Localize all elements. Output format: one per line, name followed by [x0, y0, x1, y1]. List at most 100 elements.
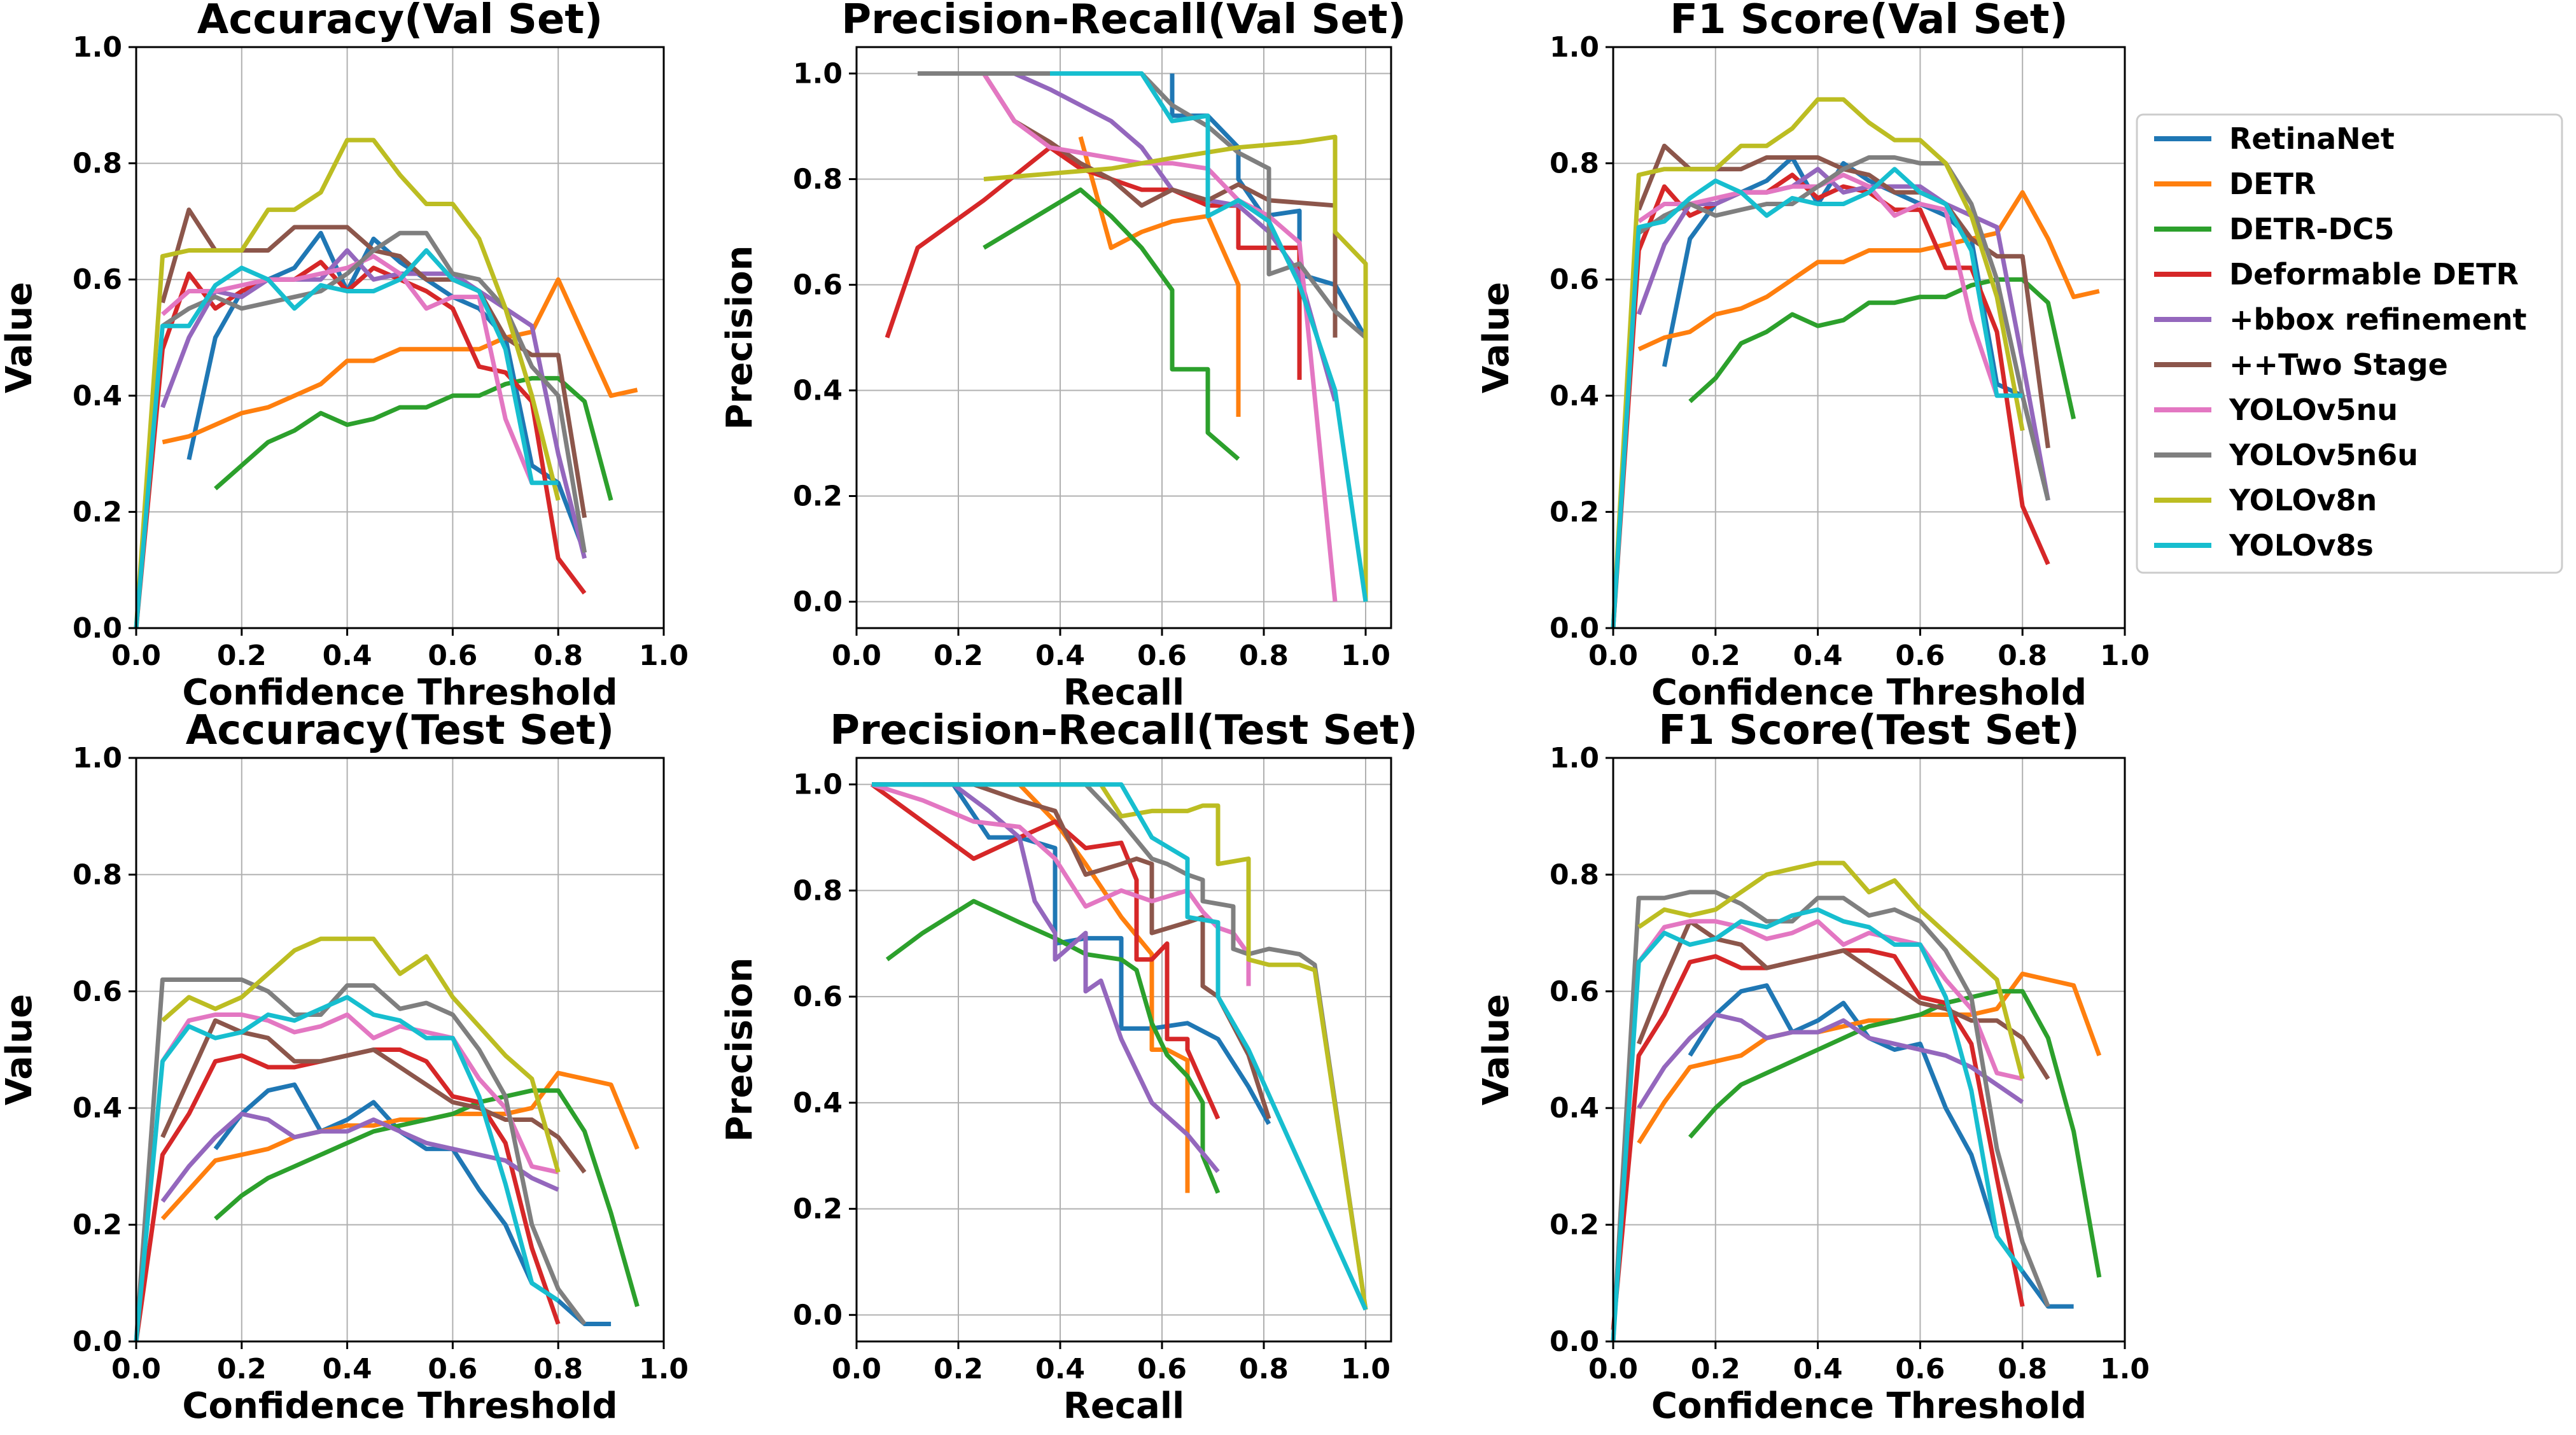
series-line-yolov8n	[1637, 860, 2025, 1080]
x-tick-label: 0.2	[217, 1353, 267, 1385]
x-tick-label: 1.0	[1341, 640, 1390, 672]
x-tick-label: 1.0	[639, 1353, 689, 1385]
chart-panel-3: 0.0 0.2 0.4 0.6 0.8 1.0 0.0 0.2 0.4 0.6 0.8 1.0 F1 S…	[1476, 0, 2150, 713]
x-axis-label: Recall	[1063, 1385, 1184, 1427]
series-line-retinanet	[872, 782, 1271, 1125]
series-line-two-stage	[1636, 919, 2050, 1081]
chart-title: Precision-Recall(Test Set)	[830, 707, 1418, 754]
series-line-deformable-detr	[885, 145, 1302, 380]
x-tick-label: 0.4	[1793, 640, 1843, 672]
series-line-two-stage	[160, 1018, 587, 1174]
legend-label: RetinaNet	[2229, 122, 2395, 156]
legend-label: Deformable DETR	[2229, 257, 2519, 291]
series-line-two-stage	[982, 72, 1338, 338]
y-tick-label: 0.8	[1550, 858, 1599, 891]
x-axis-label: Recall	[1063, 672, 1184, 713]
series-line-yolov8n	[1611, 97, 2025, 629]
x-tick-label: 0.8	[1998, 1353, 2047, 1385]
y-tick-label: 0.6	[793, 981, 843, 1013]
x-axis-label: Confidence Threshold	[182, 672, 617, 713]
x-tick-label: 0.8	[533, 640, 583, 672]
legend-label: YOLOv5nu	[2229, 393, 2398, 427]
y-tick-label: 0.8	[793, 164, 843, 196]
x-tick-label: 0.0	[832, 1353, 881, 1385]
y-tick-label: 0.0	[1550, 1326, 1599, 1358]
y-tick-label: 0.8	[73, 148, 122, 180]
x-tick-label: 0.6	[1137, 640, 1187, 672]
y-tick-label: 0.4	[793, 375, 843, 407]
series-line-two-stage	[923, 782, 1271, 1119]
series-line-yolov8s	[872, 782, 1368, 1311]
x-tick-label: 1.0	[2100, 1353, 2150, 1385]
chart-title: Accuracy(Test Set)	[186, 707, 615, 754]
y-tick-label: 1.0	[1550, 742, 1599, 774]
x-tick-label: 0.2	[217, 640, 267, 672]
series-line-yolov5nu	[160, 1012, 559, 1175]
series-line-detr-dc5	[1688, 989, 2102, 1278]
y-axis-label: Precision	[719, 246, 760, 430]
x-tick-label: 0.0	[1588, 640, 1638, 672]
y-axis-label: Precision	[719, 958, 760, 1142]
series-line-yolov5nu	[1637, 919, 2023, 1081]
axes-frame	[135, 757, 665, 1343]
y-tick-label: 0.0	[1550, 612, 1599, 645]
chart-panel-6: 0.0 0.2 0.4 0.6 0.8 1.0 0.0 0.2 0.4 0.6 0.8 1.0 F1 S…	[1476, 707, 2150, 1427]
x-tick-label: 1.0	[2100, 640, 2150, 672]
x-tick-label: 0.0	[111, 1353, 161, 1385]
y-tick-label: 1.0	[793, 769, 843, 801]
x-tick-label: 0.2	[934, 1353, 983, 1385]
series-line-detr	[1078, 136, 1241, 417]
y-tick-label: 0.4	[73, 380, 122, 412]
series-line-yolov8n	[989, 782, 1368, 1310]
series-line-yolov8n	[134, 137, 561, 629]
series-line-retinanet	[1662, 155, 2050, 501]
series-line-detr-dc5	[1688, 277, 2076, 420]
y-tick-label: 0.6	[1550, 263, 1599, 296]
y-tick-label: 0.2	[1550, 496, 1599, 528]
chart-title: Precision-Recall(Val Set)	[841, 0, 1406, 43]
chart-panel-4: 0.0 0.2 0.4 0.6 0.8 1.0 0.0 0.2 0.4 0.6 0.8 1.0 Accu…	[0, 707, 689, 1427]
y-tick-label: 0.2	[73, 1209, 122, 1242]
legend-label: YOLOv8n	[2229, 483, 2377, 517]
series-line-yolov8s	[1050, 71, 1368, 603]
series-line-yolov5n6u	[1637, 155, 2050, 501]
series-line-yolov8n	[161, 936, 561, 1173]
x-tick-label: 0.8	[1998, 640, 2047, 672]
y-tick-label: 1.0	[1550, 31, 1599, 64]
y-tick-label: 0.0	[73, 612, 122, 645]
y-tick-label: 0.6	[793, 269, 843, 302]
x-tick-label: 0.8	[1239, 1353, 1289, 1385]
series-line-yolov8s	[134, 995, 560, 1342]
series-line-yolov5nu	[161, 254, 535, 484]
series-line-yolov8s	[134, 248, 559, 629]
series-line-bbox-refinement	[160, 1111, 559, 1203]
series-line-yolov8s	[1611, 907, 2025, 1342]
axes-frame	[855, 46, 1392, 629]
y-tick-label: 0.2	[793, 1193, 843, 1226]
legend-label: DETR	[2229, 167, 2316, 201]
axes-frame	[855, 757, 1392, 1343]
legend-label: YOLOv8s	[2229, 528, 2374, 563]
chart-panel-1: 0.0 0.2 0.4 0.6 0.8 1.0 0.0 0.2 0.4 0.6 0.8 1.0 Accu…	[0, 0, 689, 713]
series-line-detr-dc5	[983, 187, 1240, 461]
series-line-bbox-refinement	[1636, 167, 2050, 501]
legend: RetinaNet DETR DETR-DC5 Deformable DETR +bbo…	[2136, 113, 2563, 574]
y-tick-label: 0.0	[793, 1299, 843, 1331]
chart-title: F1 Score(Val Set)	[1670, 0, 2068, 43]
x-axis-label: Confidence Threshold	[1651, 1385, 2087, 1427]
x-tick-label: 0.6	[1895, 1353, 1945, 1385]
x-tick-label: 0.2	[1691, 640, 1740, 672]
x-tick-label: 0.6	[1895, 640, 1945, 672]
chart-panel-5: 0.0 0.2 0.4 0.6 0.8 1.0 0.0 0.2 0.4 0.6 0.8 1.0 Prec…	[719, 707, 1418, 1427]
y-tick-label: 1.0	[73, 742, 122, 774]
y-tick-label: 0.4	[73, 1092, 122, 1124]
y-tick-label: 0.2	[793, 480, 843, 513]
x-tick-label: 0.4	[323, 640, 372, 672]
x-axis-label: Confidence Threshold	[1651, 672, 2087, 713]
y-tick-label: 0.4	[1550, 1092, 1599, 1124]
x-tick-label: 0.4	[1035, 1353, 1085, 1385]
y-axis-label: Value	[1476, 282, 1517, 393]
series-line-detr-dc5	[885, 899, 1221, 1194]
y-tick-label: 0.8	[1550, 148, 1599, 180]
series-line-yolov5nu	[871, 782, 1251, 986]
